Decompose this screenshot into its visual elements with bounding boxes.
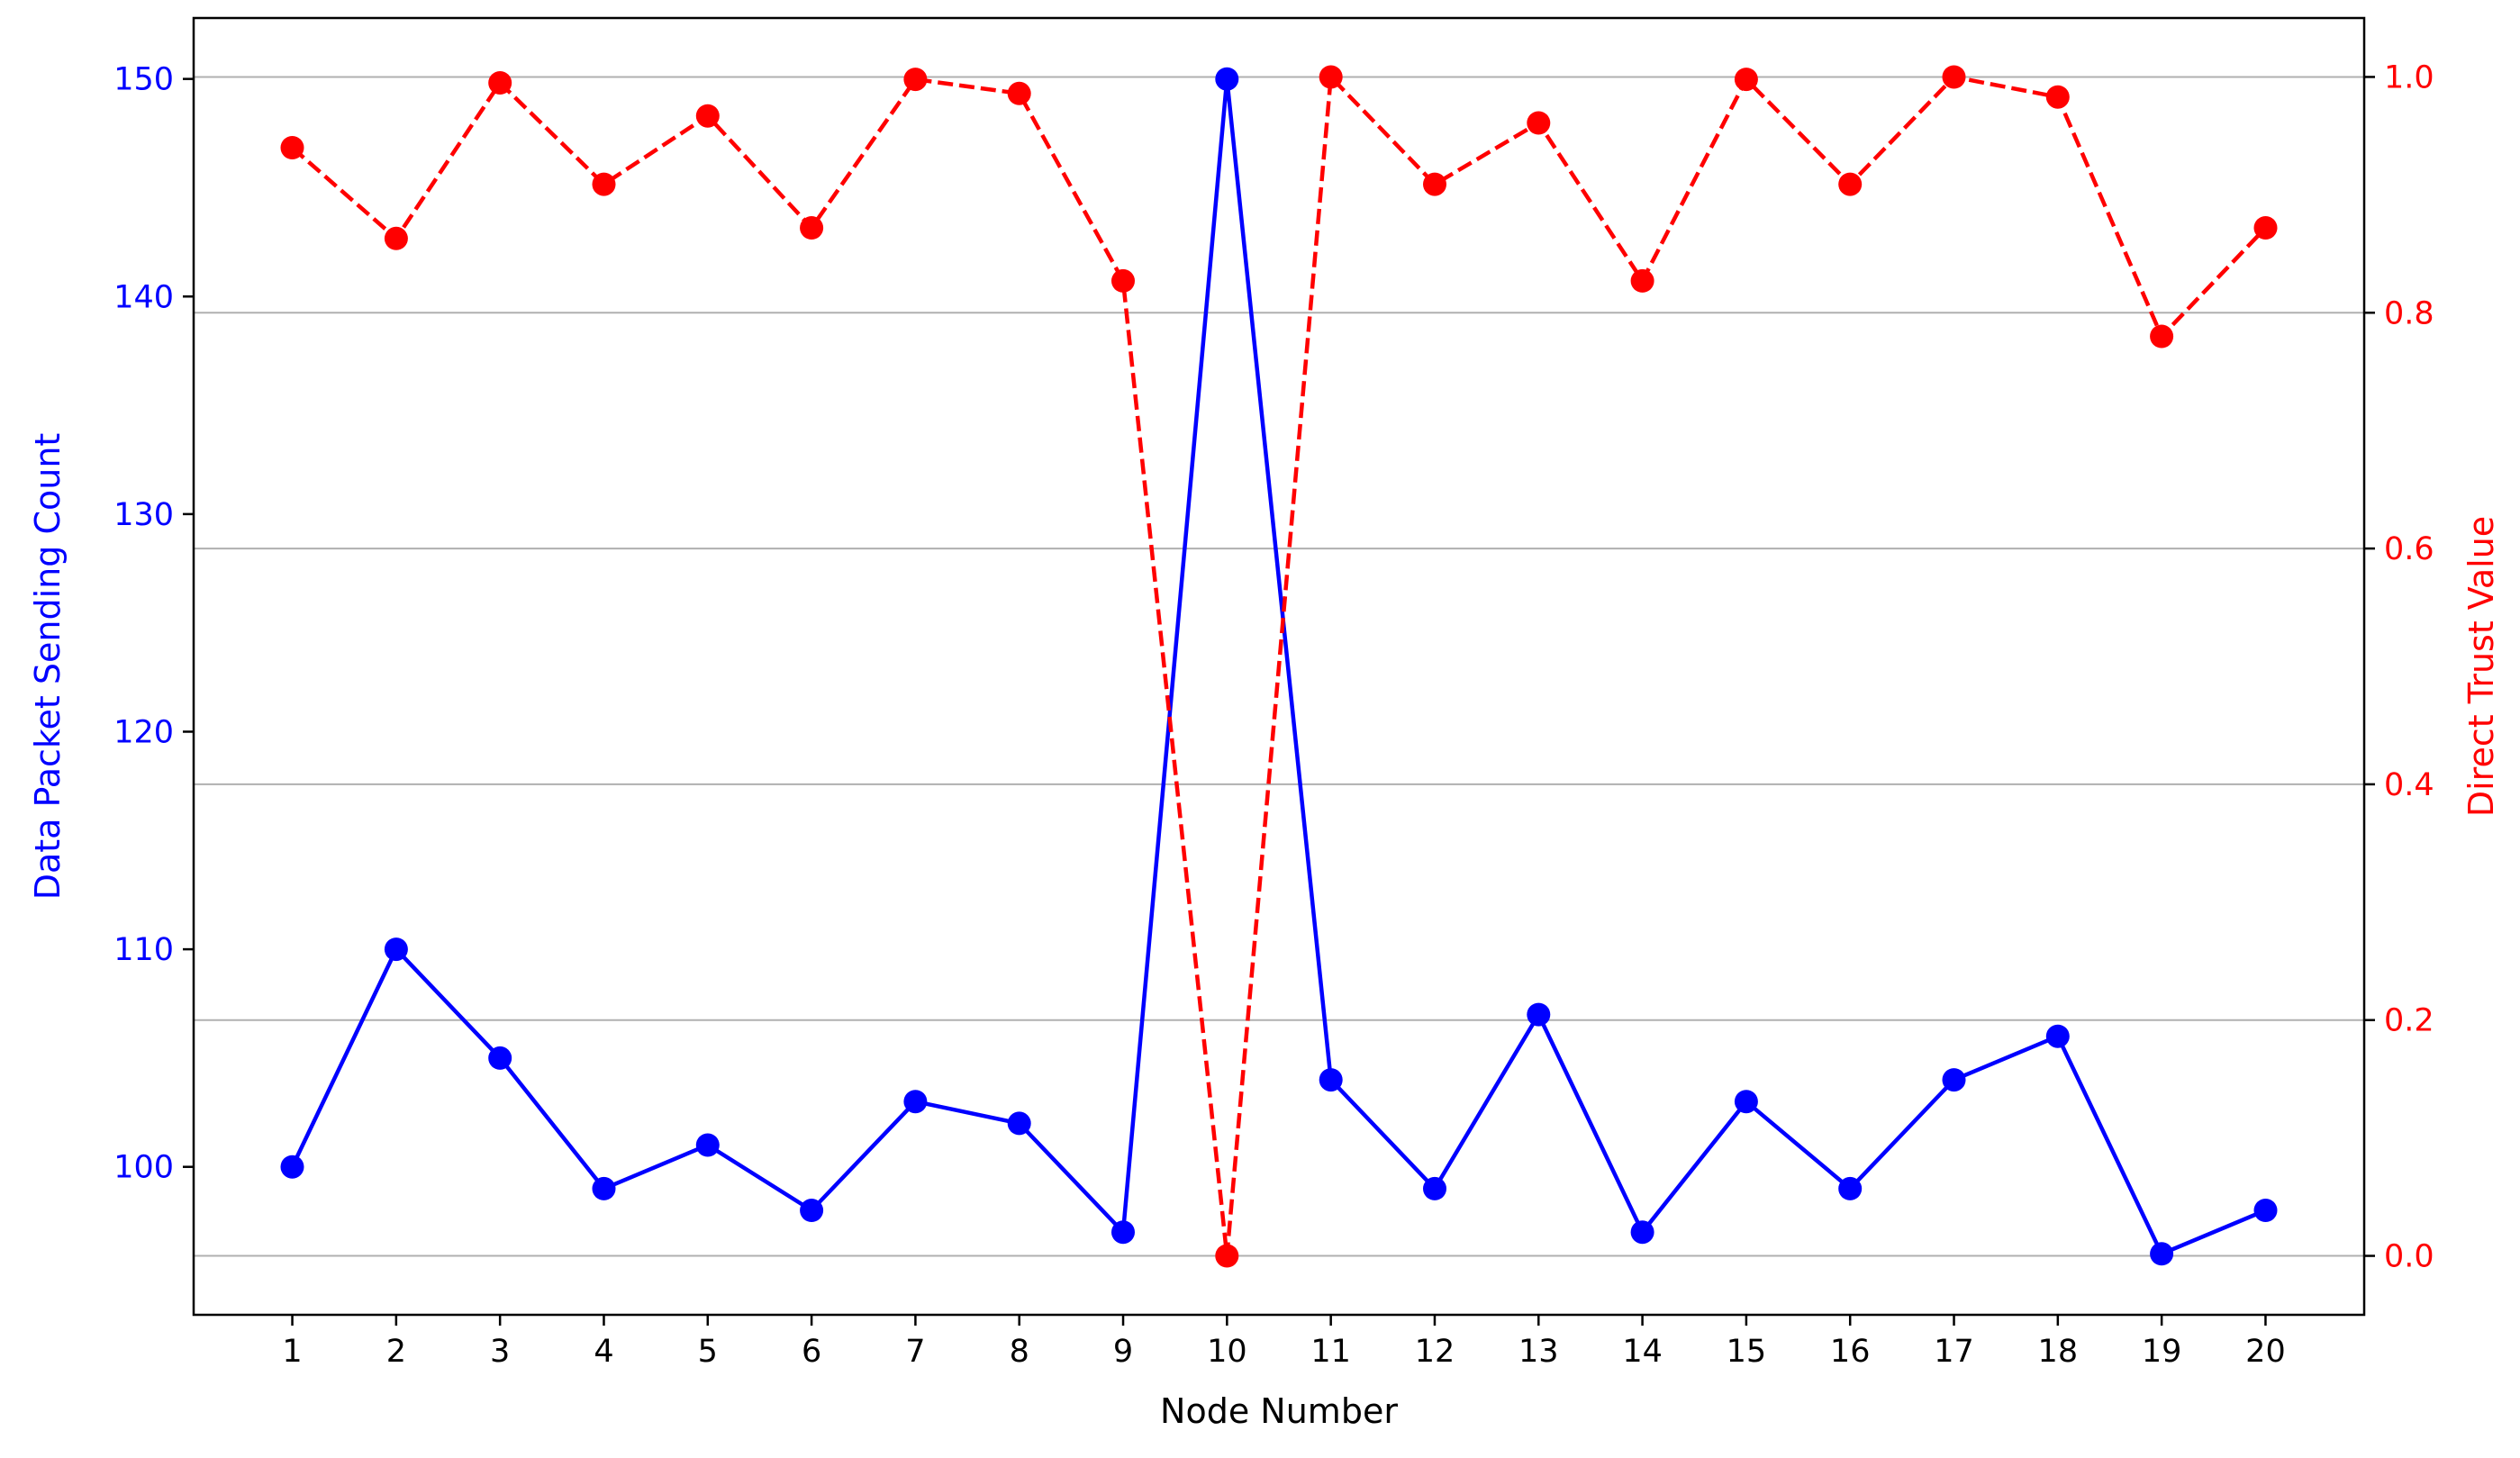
packet-count-point xyxy=(1838,1176,1863,1200)
grid-lines xyxy=(194,76,2364,1257)
packet-count-point xyxy=(1630,1220,1654,1245)
x-tick-label: 7 xyxy=(905,1334,925,1370)
trust-value-point xyxy=(1734,68,1758,92)
x-tick-label: 8 xyxy=(1010,1334,1029,1370)
left-y-tick-label: 150 xyxy=(113,62,174,98)
x-axis-label: Node Number xyxy=(1160,1391,1398,1431)
right-y-tick-label: 0.4 xyxy=(2384,767,2434,803)
left-y-tick-label: 110 xyxy=(113,932,174,968)
left-y-tick-label: 140 xyxy=(113,279,174,315)
packet-count-point xyxy=(2150,1242,2174,1266)
trust-value-point xyxy=(1423,172,1446,196)
x-tick-label: 20 xyxy=(2245,1334,2286,1370)
packet-count-point xyxy=(2253,1199,2278,1222)
packet-count-series-line xyxy=(290,77,2267,1256)
x-tick-label: 1 xyxy=(282,1334,302,1370)
right-y-tick-label: 0.2 xyxy=(2384,1003,2434,1039)
right-y-axis-label: Direct Trust Value xyxy=(2461,516,2501,817)
trust-value-point xyxy=(800,216,824,240)
packet-count-point xyxy=(384,937,408,962)
x-tick-label: 4 xyxy=(594,1334,613,1370)
x-tick-label: 13 xyxy=(1518,1334,1559,1370)
x-tick-label: 19 xyxy=(2142,1334,2182,1370)
trust-value-point xyxy=(1319,65,1343,89)
packet-count-point xyxy=(1007,1111,1031,1136)
trust-value-point xyxy=(488,71,512,95)
x-tick-label: 11 xyxy=(1310,1334,1351,1370)
packet-count-point xyxy=(1527,1002,1551,1027)
trust-value-point xyxy=(592,172,616,196)
x-tick-label: 16 xyxy=(1830,1334,1871,1370)
packet-count-point xyxy=(800,1199,824,1222)
trust-value-point xyxy=(1630,268,1654,293)
packet-count-point xyxy=(1111,1220,1135,1245)
right-y-tick-label: 1.0 xyxy=(2384,59,2434,95)
x-tick-label: 3 xyxy=(490,1334,510,1370)
packet-count-point xyxy=(1319,1068,1343,1092)
trust-value-point xyxy=(2253,216,2278,240)
trust-value-point xyxy=(1215,1244,1239,1268)
packet-count-point xyxy=(592,1176,616,1200)
x-tick-label: 17 xyxy=(1934,1334,1974,1370)
x-tick-label: 10 xyxy=(1207,1334,1247,1370)
x-tick-label: 12 xyxy=(1415,1334,1455,1370)
x-tick-label: 15 xyxy=(1727,1334,1767,1370)
trust-value-point xyxy=(903,68,928,92)
trust-value-point xyxy=(695,104,720,128)
x-tick-label: 18 xyxy=(2038,1334,2079,1370)
right-y-tick-label: 0.6 xyxy=(2384,531,2434,567)
left-y-tick-label: 130 xyxy=(113,497,174,533)
trust-value-point xyxy=(1007,81,1031,105)
axes: 1 2 3 4 5 6 7 8 9 10 11 12 13 14 15 16 17 18 19 20100110120… xyxy=(113,59,2434,1370)
plot-frame xyxy=(192,16,2366,1317)
packet-count-point xyxy=(488,1046,512,1070)
trust-value-series-line xyxy=(291,75,2268,1258)
packet-count-point xyxy=(1423,1176,1446,1200)
left-y-axis-label: Data Packet Sending Count xyxy=(28,433,68,901)
x-tick-label: 9 xyxy=(1113,1334,1133,1370)
packet-count-point xyxy=(1215,67,1239,91)
x-tick-label: 5 xyxy=(698,1334,718,1370)
packet-count-point xyxy=(695,1133,720,1157)
trust-value-point xyxy=(1527,111,1551,135)
trust-value-point xyxy=(384,226,408,250)
x-tick-label: 2 xyxy=(386,1334,406,1370)
packet-count-point xyxy=(903,1090,928,1114)
right-y-tick-label: 0.8 xyxy=(2384,295,2434,331)
left-y-tick-label: 120 xyxy=(113,714,174,750)
left-y-tick-label: 100 xyxy=(113,1150,174,1186)
trust-value-point xyxy=(1942,65,1966,89)
packet-count-point xyxy=(1734,1090,1758,1114)
series-layer xyxy=(280,65,2278,1268)
trust-value-point xyxy=(2150,324,2174,349)
right-y-tick-label: 0.0 xyxy=(2384,1239,2434,1275)
packet-count-point xyxy=(280,1155,304,1179)
packet-count-point xyxy=(2045,1024,2070,1048)
x-tick-label: 14 xyxy=(1622,1334,1663,1370)
trust-value-point xyxy=(2045,85,2070,109)
trust-value-point xyxy=(1111,268,1135,293)
x-tick-label: 6 xyxy=(802,1334,821,1370)
trust-value-point xyxy=(1838,172,1863,196)
packet-count-point xyxy=(1942,1068,1966,1092)
trust-value-point xyxy=(280,136,304,159)
